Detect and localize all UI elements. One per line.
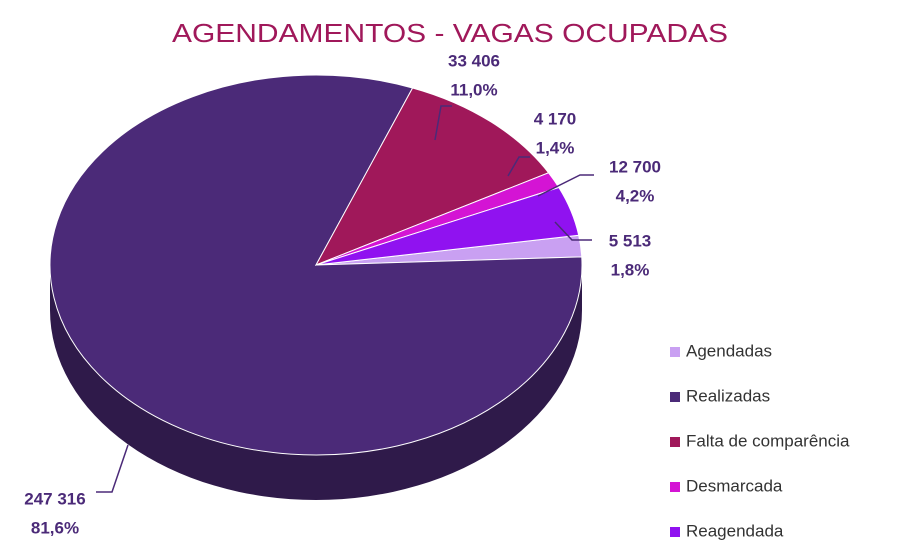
value-label: 4 170 [534,109,577,128]
leader-line [554,221,592,241]
chart-title: AGENDAMENTOS - VAGAS OCUPADAS [172,18,728,48]
legend-label: Realizadas [686,386,770,405]
percent-label: 11,0% [450,80,497,99]
slice [314,87,550,266]
legend-label: Falta de comparência [686,431,850,450]
leader-line [507,156,530,177]
legend-label: Agendadas [686,341,772,360]
value-label: 33 406 [448,51,500,70]
legend-label: Reagendada [686,521,784,540]
leader-line [537,174,594,197]
legend-swatch [670,392,680,402]
value-label: 247 316 [24,489,85,508]
percent-label: 1,4% [536,138,575,157]
percent-label: 4,2% [616,186,655,205]
value-label: 12 700 [609,157,661,176]
slice [315,186,580,266]
slice-side [50,265,582,500]
legend-label: Desmarcada [686,476,783,495]
legend-swatch [670,437,680,447]
percent-label: 1,8% [611,260,650,279]
value-label: 5 513 [609,231,652,250]
legend-swatch [670,347,680,357]
leader-line [96,444,129,493]
legend-swatch [670,527,680,537]
leader-line [434,105,452,141]
percent-label: 81,6% [31,518,79,537]
legend-swatch [670,482,680,492]
